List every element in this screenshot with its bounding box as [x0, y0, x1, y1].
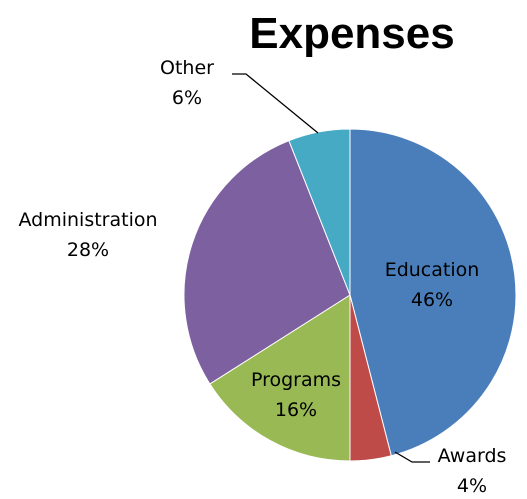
pie-slice-other [288, 128, 351, 296]
pie-slice-education [349, 128, 517, 457]
slice-labels: Education 46% Awards 4% Programs 16% Administr… [18, 57, 506, 497]
slice-label-awards: Awards [438, 445, 507, 467]
pie-slices [183, 128, 517, 462]
pie-slice-programs [209, 294, 351, 462]
leader-lines [232, 73, 430, 463]
slice-percent-education: 46% [411, 289, 453, 311]
slice-percent-programs: 16% [275, 399, 317, 421]
pie-slice-administration [183, 140, 351, 385]
slice-label-education: Education [385, 259, 480, 281]
slice-percent-other: 6% [172, 87, 202, 109]
slice-percent-administration: 28% [67, 239, 109, 261]
leader-line-other [232, 73, 319, 134]
chart-title: Expenses [249, 9, 454, 58]
leader-line-awards [394, 451, 430, 463]
slice-label-other: Other [160, 57, 214, 79]
slice-percent-awards: 4% [457, 475, 487, 497]
slice-label-programs: Programs [251, 369, 341, 391]
slice-label-administration: Administration [18, 209, 157, 231]
